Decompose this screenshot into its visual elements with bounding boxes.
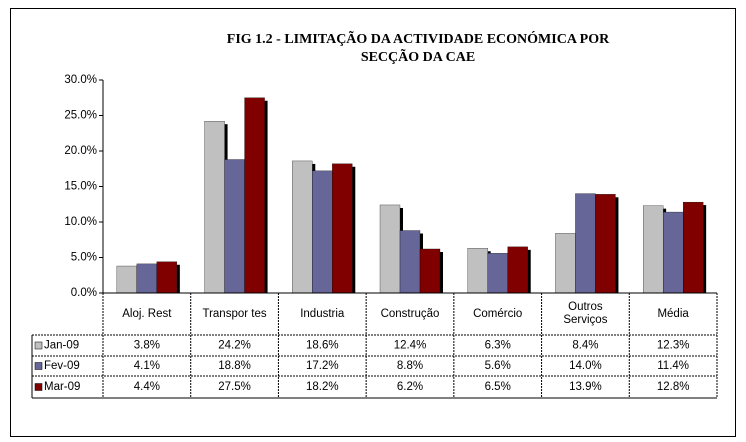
value-label: 27.5% <box>218 381 251 393</box>
bar <box>312 170 333 294</box>
bar <box>642 205 664 294</box>
legend-swatch <box>34 362 43 370</box>
x-tick-label: Outros Serviços <box>563 301 608 326</box>
bar-shadow <box>264 100 268 293</box>
legend-label: Mar-09 <box>44 381 80 393</box>
chart-subtitle: SECÇÃO DA CAE <box>361 47 475 65</box>
bar <box>575 193 596 294</box>
y-tick-label: 5.0% <box>71 252 97 264</box>
chart-border <box>10 8 736 437</box>
bar-shadow <box>176 264 180 293</box>
x-tick-label: Média <box>657 307 689 320</box>
y-tick-label: 15.0% <box>64 181 97 193</box>
y-tick-label: 20.0% <box>64 145 97 157</box>
bar <box>487 253 508 294</box>
bar <box>682 201 704 294</box>
bar <box>467 248 488 294</box>
x-tick-label: Comércio <box>473 307 523 320</box>
bar <box>292 160 313 294</box>
x-tick-cell: Média <box>629 295 717 333</box>
bar <box>116 265 138 294</box>
x-tick-label-box: Média <box>629 295 717 333</box>
bar <box>136 263 158 294</box>
x-tick-label: Transpor tes <box>202 307 267 320</box>
value-label: 12.3% <box>657 340 690 352</box>
x-tick-label: Construção <box>380 307 440 320</box>
value-label: 14.0% <box>569 360 602 372</box>
x-tick-cell: Comércio <box>454 295 542 333</box>
value-label: 18.6% <box>306 340 339 352</box>
value-label: 6.2% <box>397 381 423 393</box>
value-label: 8.8% <box>397 360 423 372</box>
value-label: 11.4% <box>657 360 689 372</box>
value-label: 4.1% <box>134 360 160 372</box>
bar <box>507 246 528 294</box>
value-label: 13.9% <box>569 381 602 393</box>
y-tick-label: 0.0% <box>71 287 97 299</box>
bar <box>662 211 684 294</box>
value-label: 18.8% <box>218 360 251 372</box>
value-label: 17.2% <box>306 360 339 372</box>
x-tick-cell: Outros Serviços <box>542 295 630 333</box>
y-tick-label: 25.0% <box>64 110 97 122</box>
bar <box>379 204 401 294</box>
value-label: 4.4% <box>134 381 160 393</box>
x-tick-label-box: Transpor tes <box>191 295 279 333</box>
bar <box>419 248 441 294</box>
bar <box>399 230 421 294</box>
x-tick-cell: Construção <box>366 295 454 333</box>
x-tick-label-box: Comércio <box>454 295 542 333</box>
x-tick-cell: Aloj. Rest <box>103 295 191 333</box>
legend-label: Jan-09 <box>44 340 79 352</box>
value-label: 5.6% <box>485 360 511 372</box>
bar <box>555 233 576 294</box>
value-label: 12.8% <box>657 381 690 393</box>
x-tick-label-box: Construção <box>366 295 454 333</box>
legend-swatch <box>34 341 43 350</box>
value-label: 24.2% <box>218 340 251 352</box>
value-label: 6.3% <box>485 340 511 352</box>
bar <box>332 163 353 294</box>
bar <box>204 121 225 294</box>
bar <box>244 97 265 294</box>
bar-shadow <box>527 249 531 293</box>
bar <box>595 194 616 294</box>
bar-shadow <box>440 251 443 293</box>
value-label: 3.8% <box>134 340 160 352</box>
value-label: 18.2% <box>306 381 339 393</box>
value-label: 12.4% <box>394 340 427 352</box>
legend-label: Fev-09 <box>44 360 80 372</box>
bar-shadow <box>615 197 619 293</box>
y-tick-label: 30.0% <box>64 74 97 86</box>
x-tick-cell: Transpor tes <box>191 295 279 333</box>
y-tick-label: 10.0% <box>64 216 97 228</box>
bar-shadow <box>703 205 707 293</box>
x-tick-label: Industria <box>300 307 345 320</box>
x-tick-cell: Industria <box>278 295 366 333</box>
bar-shadow <box>352 166 356 293</box>
x-tick-label-box: Aloj. Rest <box>103 295 191 333</box>
legend-swatch <box>34 383 43 391</box>
value-label: 8.4% <box>572 340 598 352</box>
x-tick-label-box: Outros Serviços <box>542 295 630 333</box>
bar <box>156 261 178 294</box>
chart-title: FIG 1.2 - LIMITAÇÃO DA ACTIVIDADE ECONÓM… <box>227 29 610 47</box>
value-label: 6.5% <box>485 381 511 393</box>
bar <box>224 159 245 294</box>
x-tick-label: Aloj. Rest <box>122 307 172 320</box>
x-tick-label-box: Industria <box>278 295 366 333</box>
